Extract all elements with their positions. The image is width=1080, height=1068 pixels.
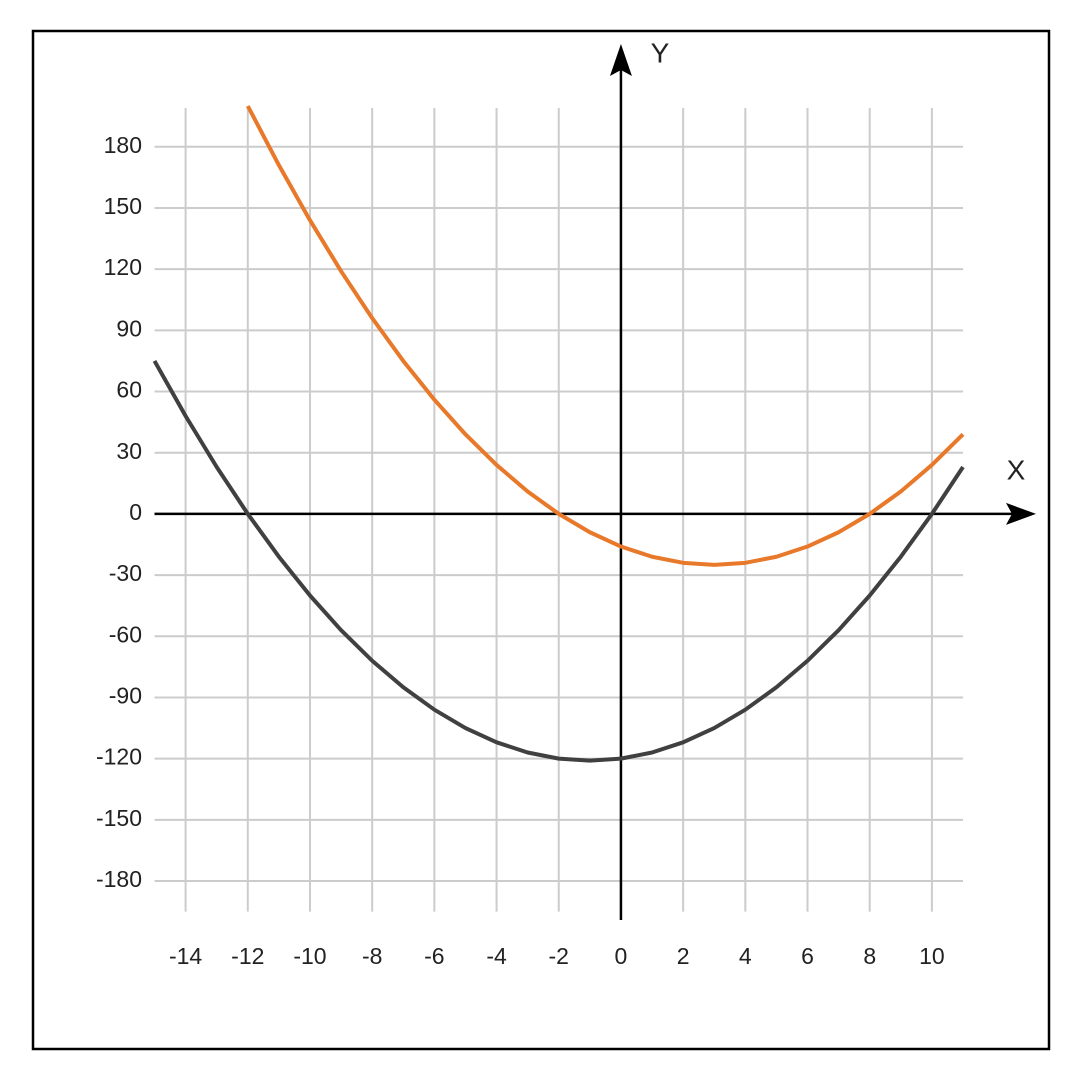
y-tick-label: -180 [96,866,142,892]
x-tick-label: -6 [424,943,444,969]
y-tick-label: 120 [104,254,142,280]
x-tick-label: -10 [293,943,326,969]
grid [154,108,963,912]
y-tick-label: 30 [116,438,142,464]
x-tick-label: -4 [486,943,507,969]
y-tick-label: -60 [109,621,142,647]
x-tick-label: -8 [362,943,382,969]
lines [152,105,965,763]
y-arrow [609,44,632,76]
y-tick-label: -120 [96,744,142,770]
x-tick-label: 6 [801,943,814,969]
series-line [152,359,965,763]
frame [31,29,1051,1051]
y-tick-label: 150 [104,193,142,219]
x-axis-label: X [1007,454,1026,485]
y-tick-label: 0 [129,499,142,525]
y-axis-label: Y [651,37,670,68]
x-tick-label: 10 [919,943,945,969]
x-tick-label: 0 [615,943,628,969]
y-tick-label: 90 [116,315,142,341]
y-tick-label: -150 [96,805,142,831]
x-tick-label: 4 [739,943,752,969]
x-tick-label: -14 [169,943,202,969]
y-tick-label: 180 [104,132,142,158]
y-tick-label: 60 [116,377,142,403]
x-tick-label: -2 [549,943,569,969]
x-tick-label: -12 [231,943,264,969]
y-tick-label: -30 [109,560,142,586]
x-arrow [1006,502,1036,525]
series-line [246,105,965,567]
x-tick-label: 8 [863,943,876,969]
y-tick-label: -90 [109,683,142,709]
x-tick-label: 2 [677,943,690,969]
